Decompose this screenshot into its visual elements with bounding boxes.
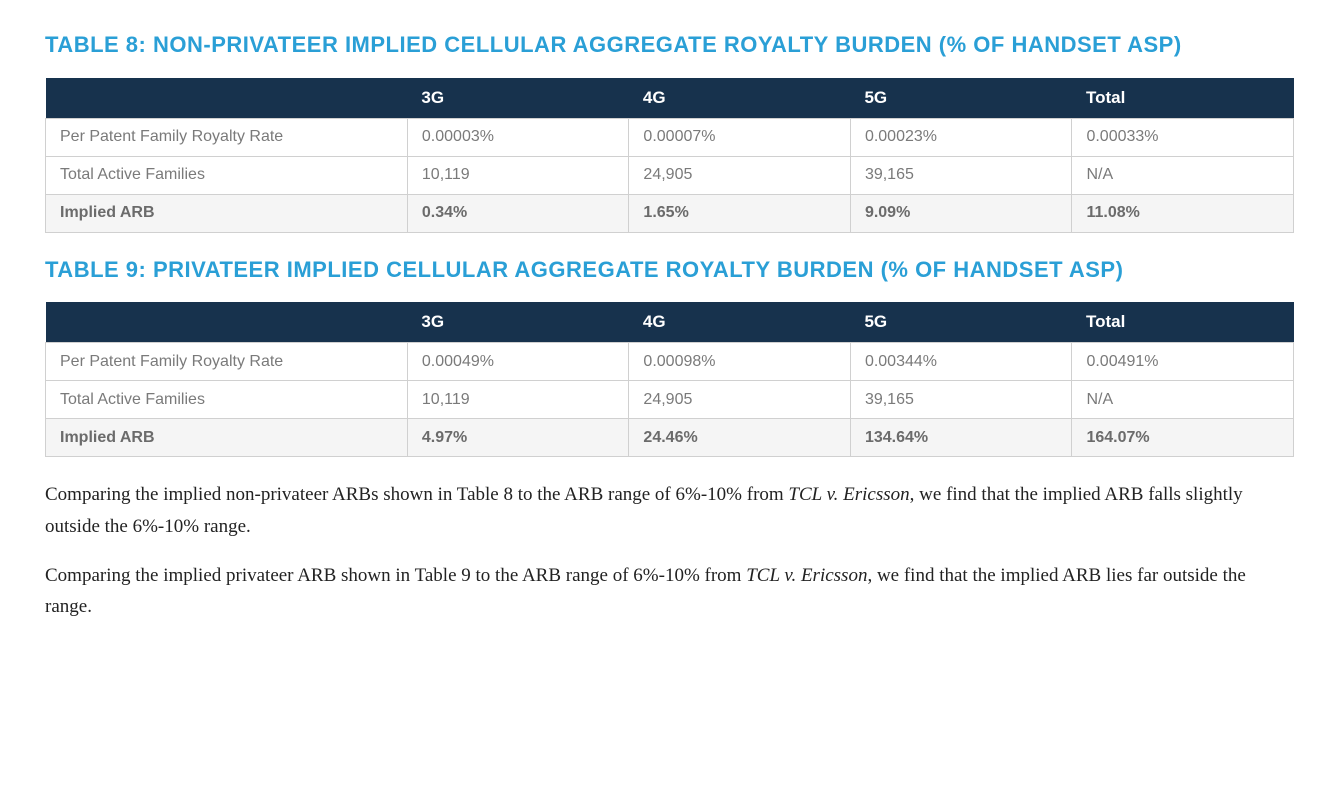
cell: 0.00491% (1072, 343, 1294, 381)
table9-body: Per Patent Family Royalty Rate 0.00049% … (46, 343, 1294, 457)
table-row: Total Active Families 10,119 24,905 39,1… (46, 156, 1294, 194)
table8-head: 3G 4G 5G Total (46, 78, 1294, 119)
table-row: Implied ARB 4.97% 24.46% 134.64% 164.07% (46, 419, 1294, 457)
cell: 9.09% (850, 194, 1072, 232)
cell: 0.00098% (629, 343, 851, 381)
table9-col-blank (46, 302, 408, 343)
cell: 0.00033% (1072, 118, 1294, 156)
cell: N/A (1072, 156, 1294, 194)
table8-col-5g: 5G (850, 78, 1072, 119)
cell: 4.97% (407, 419, 629, 457)
table8-title: TABLE 8: NON-PRIVATEER IMPLIED CELLULAR … (45, 30, 1294, 60)
table8-col-blank (46, 78, 408, 119)
table9-head: 3G 4G 5G Total (46, 302, 1294, 343)
cell: 0.00023% (850, 118, 1072, 156)
row-label: Per Patent Family Royalty Rate (46, 118, 408, 156)
cell: 39,165 (850, 156, 1072, 194)
cell: 1.65% (629, 194, 851, 232)
row-label: Total Active Families (46, 381, 408, 419)
cell: 24,905 (629, 156, 851, 194)
table9-col-4g: 4G (629, 302, 851, 343)
table9-col-5g: 5G (850, 302, 1072, 343)
cell: 0.00007% (629, 118, 851, 156)
para2-pre: Comparing the implied privateer ARB show… (45, 565, 746, 586)
cell: 164.07% (1072, 419, 1294, 457)
row-label: Implied ARB (46, 194, 408, 232)
table8: 3G 4G 5G Total Per Patent Family Royalty… (45, 78, 1294, 233)
cell: 134.64% (850, 419, 1072, 457)
table8-col-3g: 3G (407, 78, 629, 119)
cell: 0.00003% (407, 118, 629, 156)
table9-col-total: Total (1072, 302, 1294, 343)
table8-body: Per Patent Family Royalty Rate 0.00003% … (46, 118, 1294, 232)
cell: 0.00344% (850, 343, 1072, 381)
table9-col-3g: 3G (407, 302, 629, 343)
cell: 0.00049% (407, 343, 629, 381)
para1-citation: TCL v. Ericsson (788, 484, 909, 505)
cell: 0.34% (407, 194, 629, 232)
cell: 24,905 (629, 381, 851, 419)
row-label: Implied ARB (46, 419, 408, 457)
paragraph-1: Comparing the implied non-privateer ARBs… (45, 479, 1294, 542)
table-row: Total Active Families 10,119 24,905 39,1… (46, 381, 1294, 419)
cell: 11.08% (1072, 194, 1294, 232)
cell: 10,119 (407, 156, 629, 194)
table-row: Per Patent Family Royalty Rate 0.00049% … (46, 343, 1294, 381)
table9-title: TABLE 9: PRIVATEER IMPLIED CELLULAR AGGR… (45, 255, 1294, 285)
row-label: Total Active Families (46, 156, 408, 194)
cell: N/A (1072, 381, 1294, 419)
row-label: Per Patent Family Royalty Rate (46, 343, 408, 381)
table9: 3G 4G 5G Total Per Patent Family Royalty… (45, 302, 1294, 457)
cell: 39,165 (850, 381, 1072, 419)
table-row: Implied ARB 0.34% 1.65% 9.09% 11.08% (46, 194, 1294, 232)
cell: 24.46% (629, 419, 851, 457)
para2-citation: TCL v. Ericsson (746, 565, 867, 586)
table-row: Per Patent Family Royalty Rate 0.00003% … (46, 118, 1294, 156)
cell: 10,119 (407, 381, 629, 419)
para1-pre: Comparing the implied non-privateer ARBs… (45, 484, 788, 505)
paragraph-2: Comparing the implied privateer ARB show… (45, 560, 1294, 623)
table8-col-total: Total (1072, 78, 1294, 119)
table8-col-4g: 4G (629, 78, 851, 119)
